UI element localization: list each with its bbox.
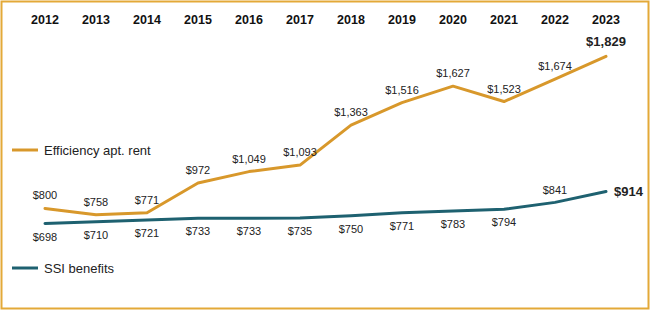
x-tick-label: 2019 <box>388 13 416 27</box>
data-label: $733 <box>186 225 210 237</box>
data-label: $1,093 <box>283 146 317 158</box>
data-label: $721 <box>135 227 159 239</box>
data-label: $914 <box>614 184 644 199</box>
x-tick-label: 2023 <box>592 13 620 27</box>
plot-area <box>45 56 606 223</box>
data-label: $1,627 <box>436 67 470 79</box>
series-line <box>45 56 606 214</box>
data-label: $733 <box>237 225 261 237</box>
data-label: $1,523 <box>487 83 521 95</box>
data-label: $800 <box>33 189 57 201</box>
data-label: $698 <box>33 231 57 243</box>
legend-label: SSI benefits <box>44 261 115 276</box>
legend-swatch <box>12 267 38 270</box>
data-label: $1,049 <box>232 153 266 165</box>
data-label: $710 <box>84 229 108 241</box>
data-label: $758 <box>84 196 108 208</box>
data-label: $841 <box>543 184 567 196</box>
x-tick-label: 2015 <box>184 13 212 27</box>
x-tick-label: 2014 <box>133 13 161 27</box>
x-tick-label: 2016 <box>235 13 263 27</box>
chart: 2012 2013 2014 2015 2016 2017 2018 2019 2020 2021… <box>0 0 650 310</box>
legend-label: Efficiency apt. rent <box>44 143 151 158</box>
x-tick-label: 2022 <box>541 13 569 27</box>
data-label: $771 <box>390 220 414 232</box>
series-line <box>45 192 606 224</box>
legend: Efficiency apt. rent SSI benefits <box>12 143 151 276</box>
data-label: $783 <box>441 218 465 230</box>
data-label: $972 <box>186 164 210 176</box>
data-label: $771 <box>135 194 159 206</box>
data-label: $794 <box>492 216 516 228</box>
data-labels: $800 $758 $771 $972 $1,049 $1,093 $1,363 $1,516… <box>33 34 644 242</box>
x-tick-label: 2021 <box>490 13 518 27</box>
data-label: $1,516 <box>385 84 419 96</box>
data-label: $735 <box>288 225 312 237</box>
data-label: $1,829 <box>586 34 626 49</box>
frame <box>2 2 649 309</box>
data-label: $750 <box>339 223 363 235</box>
legend-swatch <box>12 149 38 152</box>
x-tick-label: 2020 <box>439 13 467 27</box>
data-label: $1,363 <box>334 106 368 118</box>
x-tick-label: 2012 <box>31 13 59 27</box>
x-tick-label: 2013 <box>82 13 110 27</box>
x-tick-label: 2018 <box>337 13 365 27</box>
data-label: $1,674 <box>538 60 572 72</box>
x-tick-label: 2017 <box>286 13 314 27</box>
